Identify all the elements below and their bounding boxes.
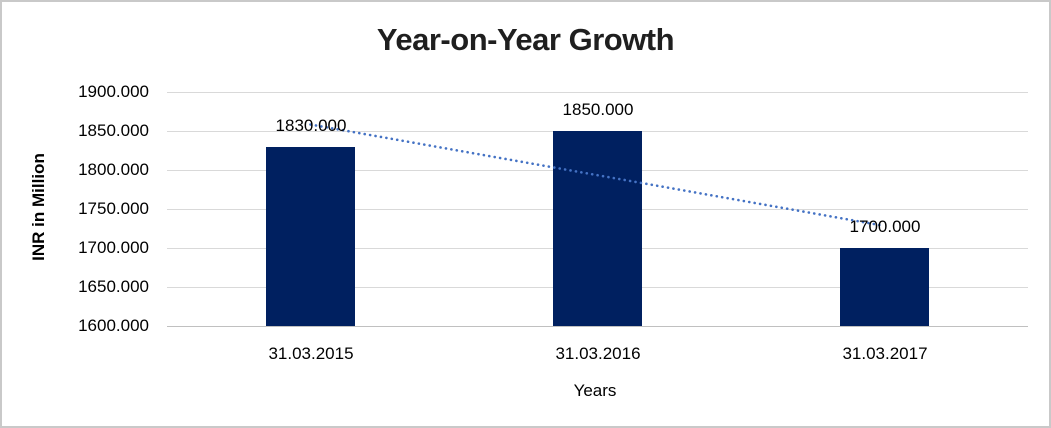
y-axis-tick-label: 1800.000 — [78, 160, 149, 179]
x-axis-tick-label: 31.03.2016 — [555, 344, 641, 363]
chart-title: Year-on-Year Growth — [376, 22, 675, 57]
bar — [553, 131, 642, 326]
y-axis-tick-label: 1900.000 — [78, 82, 149, 101]
bar — [266, 147, 355, 326]
bar-data-label: 1850.000 — [562, 100, 634, 119]
gridline — [167, 325, 1028, 327]
y-axis-tick-label: 1700.000 — [78, 238, 149, 257]
gridline — [167, 91, 1028, 93]
bar-data-label: 1700.000 — [849, 217, 921, 236]
bar-data-label: 1830.000 — [275, 116, 347, 135]
y-axis-tick-label: 1650.000 — [78, 277, 149, 296]
trendline — [309, 123, 886, 228]
y-axis-tick-label: 1600.000 — [78, 316, 149, 335]
x-axis-title: Years — [573, 381, 617, 400]
bar — [840, 248, 929, 326]
x-axis-tick-label: 31.03.2017 — [842, 344, 928, 363]
x-axis-tick-label: 31.03.2015 — [268, 344, 354, 363]
y-axis-tick-label: 1750.000 — [78, 199, 149, 218]
y-axis-tick-label: 1850.000 — [78, 121, 149, 140]
